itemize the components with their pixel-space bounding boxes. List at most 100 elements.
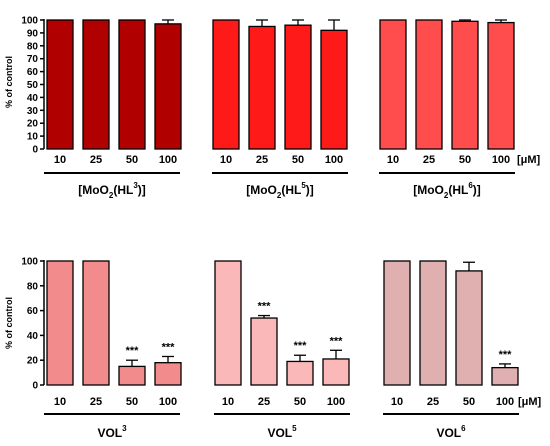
group-label-end: )] (306, 183, 314, 197)
significance-label: *** (294, 340, 308, 352)
significance-label: *** (126, 345, 140, 357)
x-tick-label: 25 (427, 396, 439, 408)
bar (320, 29, 348, 150)
y-tick-label: 0 (32, 381, 38, 392)
group-label-subscript: 2 (277, 191, 282, 200)
x-tick-label: 100 (496, 396, 514, 408)
group-label-subscript: 2 (109, 191, 114, 200)
group-label-superscript: 6 (461, 424, 466, 433)
bar (118, 365, 146, 386)
x-unit-label: [μM] (517, 154, 541, 166)
group-label-base: VOL (97, 426, 122, 440)
group-label-base: [MoO (413, 183, 444, 197)
bar (379, 19, 407, 150)
y-tick-label: 100 (21, 257, 38, 268)
group-label: [MoO2(HL5)] (246, 181, 314, 200)
bar (46, 19, 74, 150)
x-tick-label: 50 (463, 396, 475, 408)
x-tick-label: 25 (256, 154, 268, 166)
y-tick-label: 20 (27, 119, 39, 130)
bar (415, 19, 443, 150)
x-tick-label: 25 (258, 396, 270, 408)
group-label-superscript: 6 (468, 181, 473, 190)
group-label-mid: (HL (281, 183, 301, 197)
group-label-mid: (HL (113, 183, 133, 197)
significance-label: *** (258, 301, 272, 313)
y-tick-label: 80 (27, 41, 39, 52)
x-tick-label: 10 (391, 396, 403, 408)
y-axis-label: % of control (4, 297, 14, 349)
y-tick-label: 60 (27, 306, 39, 317)
x-tick-label: 10 (220, 154, 232, 166)
group-label-base: [MoO (246, 183, 277, 197)
bar (451, 20, 479, 150)
x-tick-label: 50 (126, 154, 138, 166)
group-label-subscript: 2 (444, 191, 449, 200)
group-label-end: )] (473, 183, 481, 197)
group-label: [MoO2(HL3)] (78, 181, 146, 200)
group-label: VOL6 (436, 424, 466, 440)
x-tick-label: 25 (423, 154, 435, 166)
x-tick-label: 10 (54, 396, 66, 408)
group-label: [MoO2(HL6)] (413, 181, 481, 200)
x-unit-label: [μM] (518, 396, 542, 408)
y-tick-label: 90 (27, 28, 39, 39)
bar (214, 260, 242, 386)
y-tick-label: 80 (27, 281, 39, 292)
significance-label: *** (499, 349, 513, 361)
bar (118, 19, 146, 150)
group-label-superscript: 3 (133, 181, 138, 190)
x-tick-label: 10 (387, 154, 399, 166)
x-tick-label: 100 (325, 154, 343, 166)
x-tick-label: 100 (159, 154, 177, 166)
x-tick-label: 10 (54, 154, 66, 166)
significance-label: *** (162, 341, 176, 353)
bar (455, 270, 483, 386)
group-label-end: )] (138, 183, 146, 197)
bar (154, 23, 182, 150)
group-label-superscript: 5 (292, 424, 297, 433)
y-tick-label: 100 (21, 16, 38, 27)
y-tick-label: 0 (32, 145, 38, 156)
y-tick-label: 10 (27, 132, 39, 143)
bar (248, 25, 276, 150)
significance-label: *** (330, 335, 344, 347)
bar (284, 24, 312, 150)
x-tick-label: 50 (459, 154, 471, 166)
x-tick-label: 10 (222, 396, 234, 408)
x-tick-label: 25 (90, 154, 102, 166)
bar (419, 260, 447, 386)
group-label-mid: (HL (448, 183, 468, 197)
x-tick-label: 50 (292, 154, 304, 166)
y-tick-label: 70 (27, 54, 39, 65)
bar (383, 260, 411, 386)
bar (487, 21, 515, 150)
x-tick-label: 100 (492, 154, 510, 166)
bar (491, 366, 519, 386)
bar (82, 19, 110, 150)
x-tick-label: 50 (294, 396, 306, 408)
y-tick-label: 30 (27, 106, 39, 117)
bar (82, 260, 110, 386)
group-label-superscript: 3 (122, 424, 127, 433)
group-label-base: [MoO (78, 183, 109, 197)
group-label: VOL3 (97, 424, 127, 440)
x-tick-label: 50 (126, 396, 138, 408)
bar (322, 358, 350, 386)
bar (154, 362, 182, 386)
y-axis-label: % of control (4, 56, 14, 108)
bar (212, 19, 240, 150)
bar (46, 260, 74, 386)
group-label-superscript: 5 (301, 181, 306, 190)
bar (286, 360, 314, 386)
x-tick-label: 25 (90, 396, 102, 408)
bar (250, 317, 278, 386)
y-tick-label: 40 (27, 331, 39, 342)
group-label-base: VOL (267, 426, 292, 440)
y-tick-label: 50 (27, 80, 39, 91)
group-label-base: VOL (436, 426, 461, 440)
y-tick-label: 60 (27, 67, 39, 78)
group-label: VOL5 (267, 424, 297, 440)
x-tick-label: 100 (327, 396, 345, 408)
